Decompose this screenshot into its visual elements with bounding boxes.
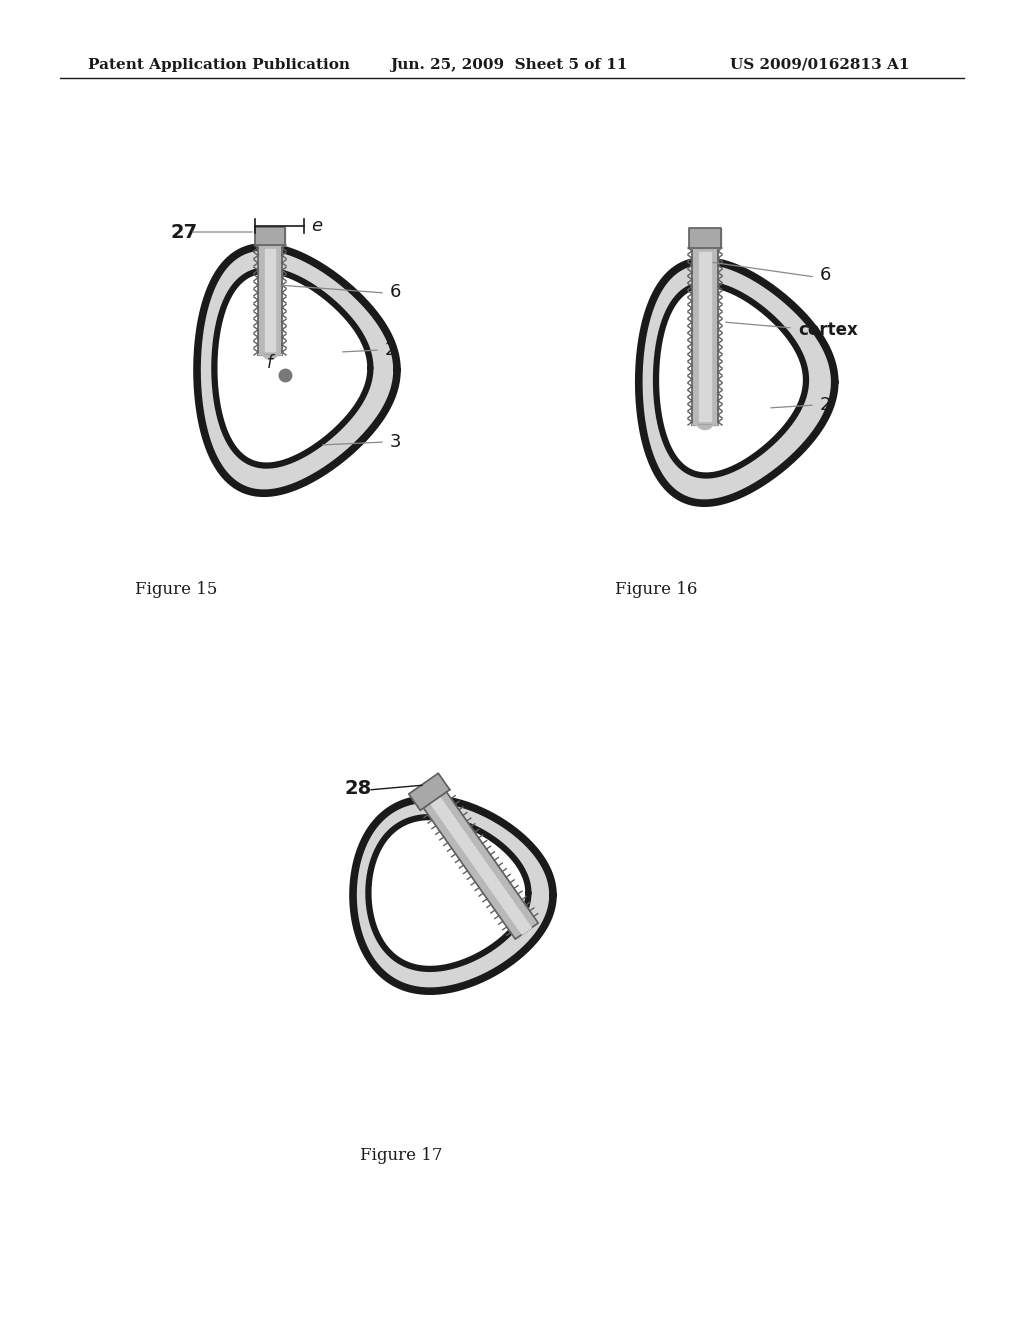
Polygon shape [692, 248, 718, 425]
Polygon shape [699, 252, 711, 421]
Polygon shape [430, 797, 531, 935]
Polygon shape [258, 246, 282, 355]
Polygon shape [424, 792, 539, 939]
Text: 28: 28 [345, 779, 373, 797]
Polygon shape [639, 261, 835, 503]
Polygon shape [369, 817, 528, 969]
Polygon shape [258, 351, 282, 359]
Polygon shape [197, 247, 397, 494]
Polygon shape [689, 228, 721, 248]
Polygon shape [656, 285, 806, 475]
Text: 6: 6 [390, 282, 401, 301]
Polygon shape [264, 249, 275, 351]
Polygon shape [255, 227, 285, 246]
Polygon shape [214, 271, 371, 466]
Text: Figure 16: Figure 16 [615, 582, 697, 598]
Text: 27: 27 [170, 223, 198, 242]
Text: US 2009/0162813 A1: US 2009/0162813 A1 [730, 58, 909, 73]
Polygon shape [353, 799, 553, 991]
Text: e: e [311, 216, 323, 235]
Text: Patent Application Publication: Patent Application Publication [88, 58, 350, 73]
Text: 3: 3 [390, 433, 401, 451]
Text: 2: 2 [820, 396, 831, 414]
Polygon shape [409, 774, 450, 810]
Text: Figure 15: Figure 15 [135, 582, 217, 598]
Text: Figure 17: Figure 17 [360, 1147, 442, 1163]
Text: Jun. 25, 2009  Sheet 5 of 11: Jun. 25, 2009 Sheet 5 of 11 [390, 58, 628, 73]
Polygon shape [692, 421, 718, 429]
Text: cortex: cortex [798, 321, 858, 339]
Text: f: f [267, 354, 272, 372]
Text: 2: 2 [385, 341, 396, 359]
Text: 6: 6 [820, 267, 831, 284]
